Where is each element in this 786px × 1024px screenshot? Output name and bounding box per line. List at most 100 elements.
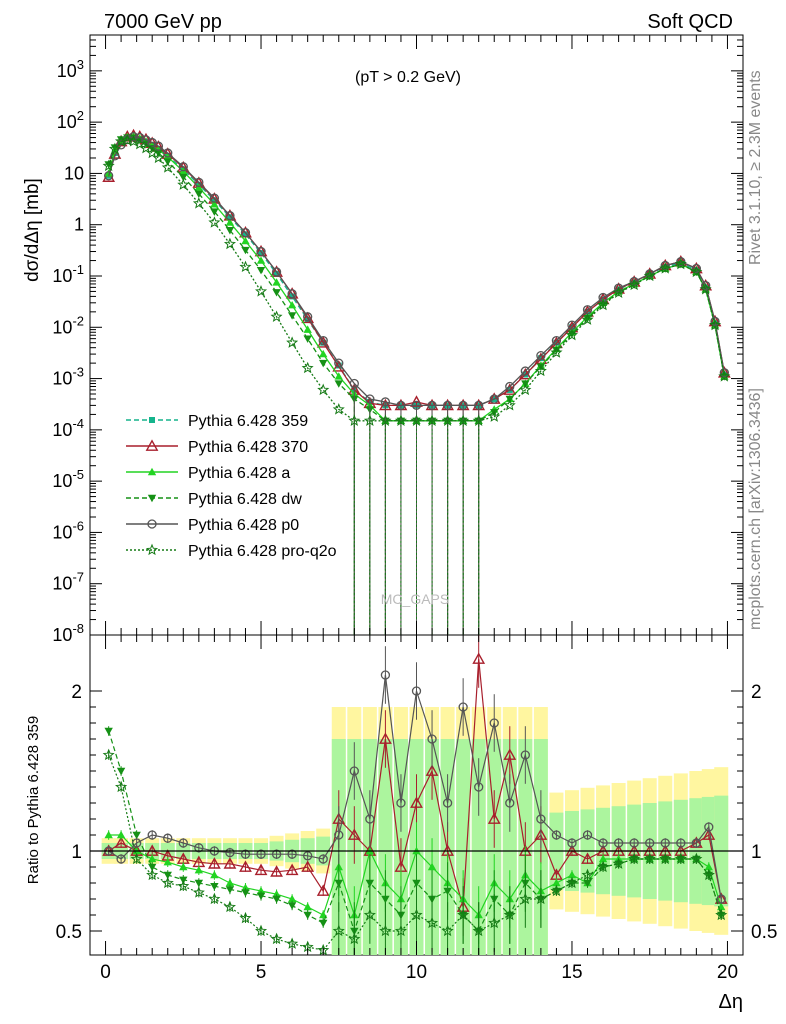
- ratio-point: [301, 860, 315, 872]
- ratio-point: [458, 702, 468, 712]
- ratio-point: [381, 895, 390, 904]
- ratio-point: [286, 937, 299, 949]
- ratio-point: [612, 857, 625, 869]
- ratio-point: [660, 838, 670, 848]
- ratio-point: [534, 892, 547, 905]
- data-point: [127, 135, 140, 147]
- ratio-point: [363, 908, 376, 921]
- data-point: [536, 350, 546, 361]
- data-point: [534, 364, 547, 377]
- data-point: [287, 300, 297, 309]
- data-point: [332, 403, 345, 415]
- data-point: [194, 190, 204, 199]
- ratio-point: [441, 924, 454, 937]
- ratio-point: [256, 849, 266, 859]
- ratio-point: [643, 852, 656, 865]
- data-point: [194, 183, 204, 191]
- data-point: [411, 400, 422, 411]
- data-point: [334, 372, 343, 380]
- data-point: [303, 312, 313, 322]
- ratio-y-tick-label-right: 1: [751, 842, 762, 863]
- data-point: [691, 263, 702, 274]
- ratio-point: [241, 883, 250, 891]
- ratio-point: [474, 782, 484, 792]
- data-point: [442, 400, 453, 411]
- ratio-point: [318, 854, 328, 864]
- data-point: [410, 414, 423, 427]
- ratio-point: [319, 919, 328, 928]
- legend-label: Pythia 6.428 359: [188, 413, 308, 430]
- watermark-label: MC_GAPS: [381, 591, 449, 607]
- data-point: [301, 361, 314, 374]
- ratio-point: [272, 890, 281, 898]
- ratio-point: [442, 798, 453, 808]
- data-point: [394, 414, 407, 427]
- data-point: [256, 256, 266, 264]
- ratio-point: [565, 876, 578, 889]
- main-y-tick-label: 10-2: [52, 313, 84, 337]
- ratio-point: [287, 849, 297, 859]
- data-point: [565, 328, 578, 341]
- data-point: [503, 399, 516, 411]
- data-point: [241, 236, 250, 245]
- data-point: [301, 311, 315, 324]
- ratio-point: [319, 910, 328, 919]
- ratio-point: [270, 932, 283, 945]
- data-point: [114, 135, 128, 147]
- ratio-series-4: [102, 748, 728, 956]
- ratio-point: [349, 766, 359, 776]
- ratio-point: [271, 849, 282, 859]
- legend-label: Pythia 6.428 pro-q2o: [188, 543, 337, 560]
- main-y-tick-label: 10-5: [52, 467, 84, 491]
- x-tick-label: 10: [406, 962, 427, 983]
- ratio-point: [208, 892, 221, 905]
- ratio-point: [179, 862, 188, 871]
- main-y-tick-label: 10-8: [52, 621, 84, 645]
- ratio-point: [702, 828, 716, 840]
- data-point: [488, 410, 501, 422]
- data-point: [537, 355, 544, 362]
- data-point: [317, 383, 330, 396]
- data-point: [718, 370, 731, 382]
- data-point: [674, 257, 687, 270]
- ratio-y-tick-label-right: 2: [751, 682, 762, 703]
- data-point: [153, 141, 164, 151]
- data-point: [628, 278, 641, 291]
- data-point: [472, 414, 485, 427]
- ratio-point: [520, 750, 530, 760]
- ratio-point: [598, 854, 608, 863]
- ratio-point: [426, 916, 439, 929]
- ratio-point: [597, 860, 610, 873]
- data-point: [489, 394, 499, 404]
- ratio-point: [303, 902, 312, 911]
- data-point: [659, 262, 672, 274]
- ratio-point: [225, 847, 235, 858]
- ratio-point: [503, 748, 517, 760]
- ratio-point: [177, 879, 190, 892]
- data-point: [241, 246, 250, 255]
- ratio-y-tick-label: 0.5: [56, 922, 82, 943]
- data-point: [643, 269, 656, 282]
- ratio-point: [104, 830, 113, 839]
- data-point: [161, 161, 174, 173]
- ratio-point: [380, 670, 391, 680]
- legend-item: Pythia 6.428 p0: [126, 517, 299, 534]
- legend-item: Pythia 6.428 370: [126, 439, 308, 456]
- data-point: [458, 400, 468, 411]
- data-point: [133, 137, 146, 150]
- legend-swatch-marker: [145, 543, 159, 556]
- ratio-point: [163, 833, 173, 843]
- data-point: [146, 146, 159, 159]
- ratio-point: [104, 727, 113, 736]
- data-point: [208, 216, 221, 228]
- ratio-point: [210, 870, 219, 879]
- data-point: [581, 313, 594, 325]
- data-point: [552, 346, 561, 355]
- legend-item: Pythia 6.428 359: [126, 413, 308, 430]
- ratio-point: [488, 916, 501, 929]
- data-point: [226, 214, 233, 221]
- ratio-point: [702, 868, 715, 881]
- ratio-point: [116, 854, 126, 864]
- ratio-point: [194, 879, 204, 888]
